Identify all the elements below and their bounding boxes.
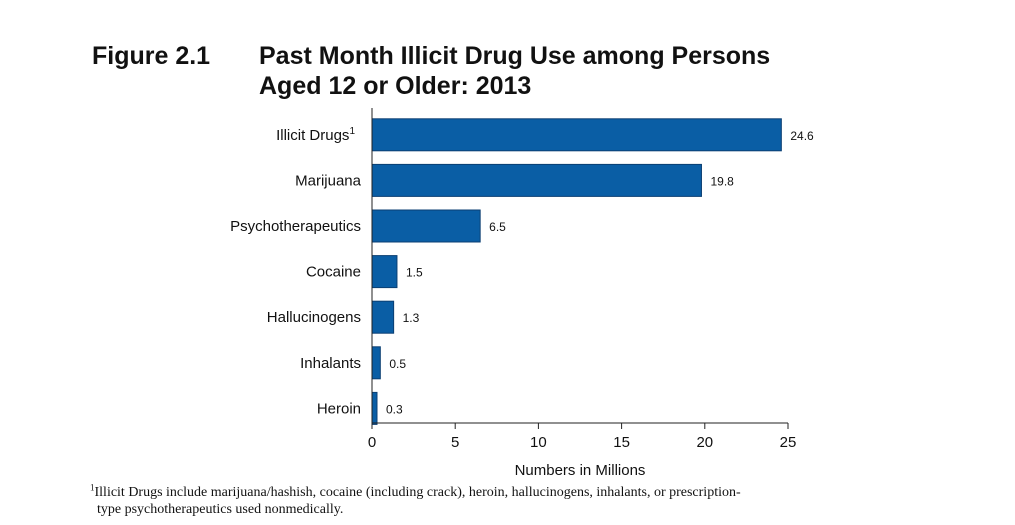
value-label: 0.3 [386,402,403,416]
bar [371,391,378,425]
figure-label: Figure 2.1 [92,42,211,70]
category-label: Cocaine [306,264,361,281]
x-tick-label: 15 [613,434,630,451]
footnote: 1Illicit Drugs include marijuana/hashish… [90,482,970,518]
value-label: 0.5 [389,357,406,371]
category-label: Heroin [317,400,361,417]
chart-title-line1: Past Month Illicit Drug Use among Person… [259,42,771,70]
category-label: Psychotherapeutics [230,218,361,235]
chart-title-line2: Aged 12 or Older: 2013 [259,72,532,100]
bar [371,300,395,334]
bar [371,163,702,197]
x-tick-label: 0 [368,434,376,451]
value-label: 1.3 [403,311,420,325]
x-tick-label: 10 [530,434,547,451]
footnote-mark: 1 [90,482,95,493]
value-label: 24.6 [790,129,814,143]
value-label: 19.8 [710,174,734,188]
category-label: Inhalants [300,355,361,372]
category-label: Marijuana [295,172,362,189]
footnote-line2: type psychotherapeutics used nonmedicall… [97,502,344,517]
category-label: Hallucinogens [267,309,361,326]
bar [371,209,481,243]
bar [371,346,381,380]
x-tick-label: 25 [780,434,797,451]
category-label: Illicit Drugs1 [276,126,355,144]
bar [371,118,782,152]
x-axis-title: Numbers in Millions [515,462,646,479]
footnote-line1: Illicit Drugs include marijuana/hashish,… [94,485,741,500]
x-tick-label: 20 [696,434,713,451]
bar [371,255,398,289]
x-tick-label: 5 [451,434,459,451]
value-label: 6.5 [489,220,506,234]
value-label: 1.5 [406,266,423,280]
